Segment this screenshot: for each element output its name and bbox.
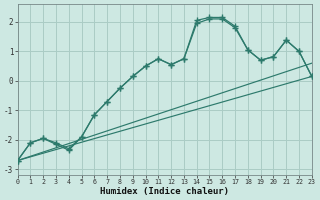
X-axis label: Humidex (Indice chaleur): Humidex (Indice chaleur) [100, 187, 229, 196]
